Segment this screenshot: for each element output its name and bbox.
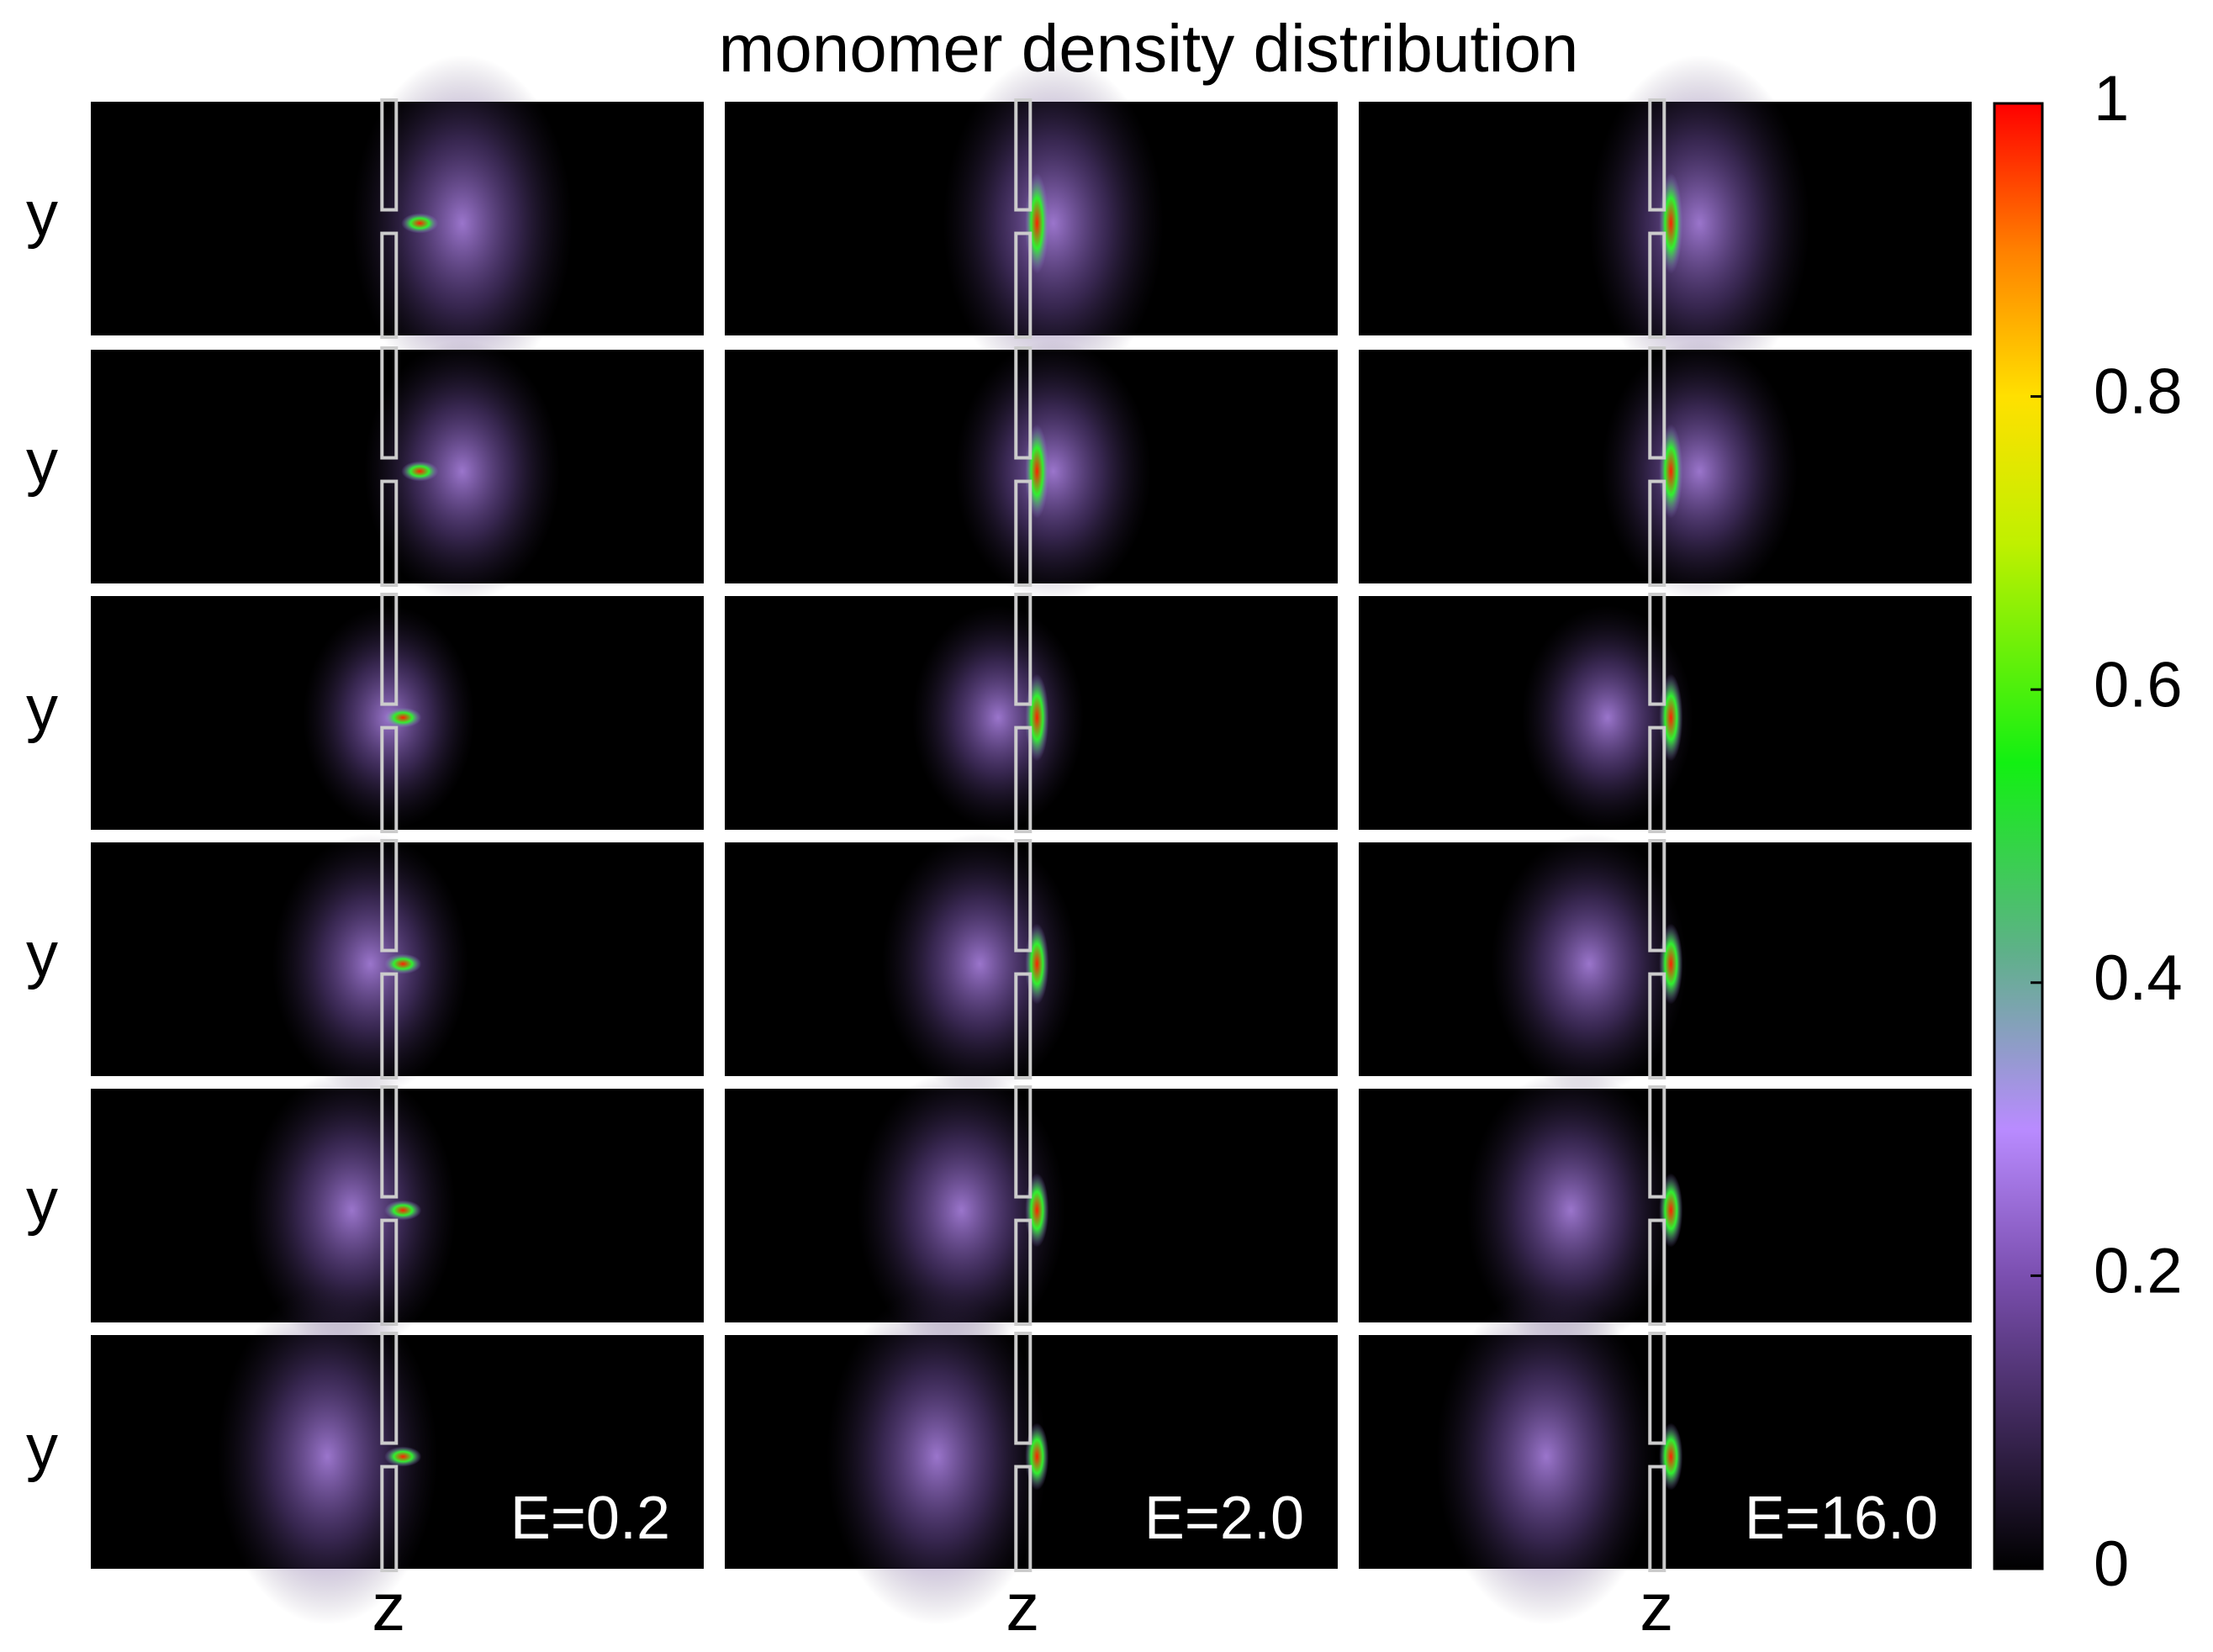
wall-bottom (1014, 1465, 1033, 1573)
density-cloud (1589, 55, 1810, 392)
column-label: E=16.0 (1745, 1485, 1938, 1552)
wall-top (380, 839, 399, 953)
colorbar-tick-label: 0.8 (2094, 356, 2183, 428)
wall-bottom (1014, 972, 1033, 1080)
wall-bottom (1648, 1465, 1666, 1573)
x-axis-label: z (372, 1570, 405, 1644)
density-peak (384, 1200, 422, 1221)
wall-bottom (1648, 726, 1666, 833)
wall-top (1014, 839, 1033, 953)
wall-bottom (1648, 1218, 1666, 1327)
wall-bottom (380, 726, 399, 833)
wall-top (380, 593, 399, 706)
y-axis-label: y (26, 1165, 58, 1237)
wall-top (1014, 346, 1033, 460)
chart-title: monomer density distribution (719, 11, 1579, 86)
wall-top (380, 1332, 399, 1445)
wall-bottom (1648, 972, 1666, 1080)
y-axis-label: y (26, 673, 58, 744)
density-cloud (1601, 340, 1798, 603)
density-cloud (1435, 1288, 1657, 1625)
x-axis-label: z (1006, 1570, 1039, 1644)
colorbar-tick-label: 0.4 (2094, 942, 2183, 1014)
density-cloud (857, 1068, 1066, 1353)
wall-top (1014, 593, 1033, 706)
colorbar-tick-label: 0.2 (2094, 1235, 2183, 1306)
colorbar-tick-label: 0 (2094, 1528, 2129, 1600)
column-label: E=2.0 (1144, 1485, 1304, 1552)
wall-bottom (1648, 231, 1666, 339)
wall-top (1014, 1332, 1033, 1445)
density-peak (384, 1446, 422, 1467)
wall-top (380, 346, 399, 460)
wall-bottom (1014, 479, 1033, 587)
density-cloud (1491, 832, 1687, 1095)
density-peak (384, 953, 422, 974)
density-peak (401, 213, 439, 234)
wall-top (1648, 98, 1666, 212)
column-label: E=0.2 (510, 1485, 670, 1552)
wall-bottom (380, 231, 399, 339)
wall-top (1648, 346, 1666, 460)
colorbar (1993, 102, 2044, 1570)
colorbar-tick-label: 0.6 (2094, 649, 2183, 720)
wall-bottom (380, 1465, 399, 1573)
density-cloud (943, 55, 1164, 392)
wall-top (380, 98, 399, 212)
density-cloud (912, 605, 1085, 830)
wall-bottom (1014, 1218, 1033, 1327)
x-axis-label: z (1640, 1570, 1673, 1644)
density-peak (384, 707, 422, 728)
colorbar-tick-label: 1 (2094, 63, 2129, 135)
wall-top (380, 1085, 399, 1199)
wall-bottom (1014, 231, 1033, 339)
density-cloud (364, 340, 561, 603)
wall-top (1648, 593, 1666, 706)
density-cloud (247, 1068, 457, 1353)
wall-top (1648, 1332, 1666, 1445)
density-cloud (1466, 1068, 1676, 1353)
density-cloud (351, 55, 573, 392)
wall-top (1648, 839, 1666, 953)
y-axis-label: y (26, 178, 58, 250)
density-cloud (955, 340, 1152, 603)
density-cloud (827, 1288, 1048, 1625)
wall-top (1014, 98, 1033, 212)
y-axis-label: y (26, 1412, 58, 1483)
wall-top (1014, 1085, 1033, 1199)
y-axis-label: y (26, 426, 58, 498)
y-axis-label: y (26, 919, 58, 990)
wall-bottom (1014, 726, 1033, 833)
wall-bottom (1648, 479, 1666, 587)
wall-top (1648, 1085, 1666, 1199)
wall-bottom (380, 479, 399, 587)
density-peak (401, 461, 439, 482)
density-cloud (272, 832, 469, 1095)
